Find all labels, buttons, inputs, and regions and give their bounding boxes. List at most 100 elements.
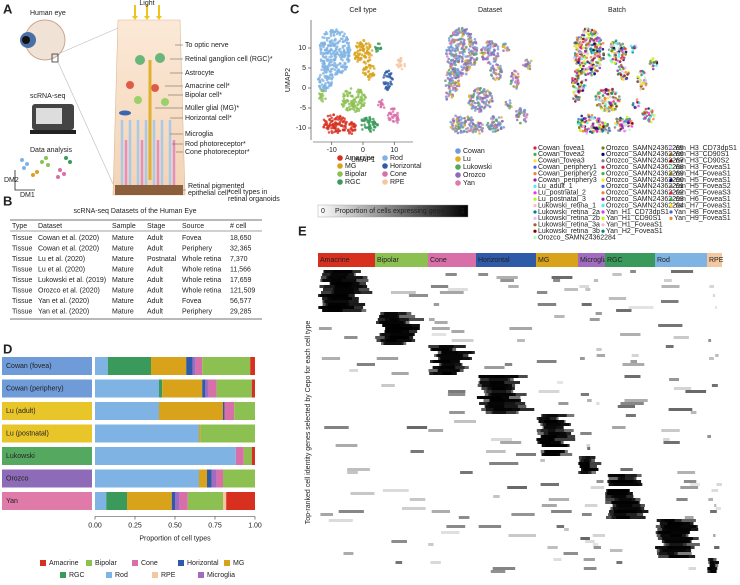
cell-label: Cone photoreceptor* xyxy=(185,149,250,156)
table-cell: Tissue xyxy=(12,298,32,305)
umap-point xyxy=(452,32,455,35)
umap-point xyxy=(577,77,580,80)
heatmap-cell xyxy=(563,552,578,555)
umap-point xyxy=(448,78,451,81)
umap-point xyxy=(448,90,452,93)
umap-point xyxy=(587,118,591,122)
umap-point xyxy=(631,122,634,125)
umap-point xyxy=(452,76,456,79)
umap-point xyxy=(488,43,491,46)
umap-point xyxy=(515,110,518,113)
umap-point xyxy=(578,37,582,40)
umap-point xyxy=(592,129,595,133)
heatmap-cell xyxy=(433,303,440,306)
umap-point xyxy=(451,81,454,85)
heatmap-cell xyxy=(538,438,552,441)
heatmap-cell xyxy=(593,279,599,282)
heatmap-cell xyxy=(321,357,341,360)
umap-point xyxy=(370,72,374,76)
heatmap-cell xyxy=(683,480,697,483)
table-cell: Lu et al. (2020) xyxy=(38,266,85,273)
legend-label: Microglia xyxy=(207,572,235,579)
umap-point xyxy=(460,46,464,50)
umap-point xyxy=(489,69,493,72)
umap-point xyxy=(384,82,387,86)
umap-point xyxy=(363,123,366,126)
umap-point xyxy=(639,83,643,86)
umap-point xyxy=(590,43,593,47)
umap-point xyxy=(339,37,343,40)
umap-point xyxy=(590,63,593,67)
umap-point xyxy=(322,42,326,46)
heatmap-cell xyxy=(715,354,719,357)
heatmap-cell xyxy=(669,543,700,546)
table-cell: Whole retina xyxy=(182,266,221,273)
umap-point xyxy=(453,70,457,74)
umap-point xyxy=(367,78,371,81)
umap-point xyxy=(343,65,347,69)
umap-point xyxy=(460,123,463,126)
table-cell: Mature xyxy=(112,256,134,263)
umap-point xyxy=(330,73,334,77)
umap-point xyxy=(495,55,498,58)
umap-point xyxy=(621,78,625,81)
bar-segment xyxy=(234,402,255,420)
umap-point xyxy=(614,42,617,45)
umap-point xyxy=(494,119,498,122)
umap-point xyxy=(621,55,624,59)
umap-point xyxy=(461,37,464,41)
legend-swatch xyxy=(669,216,673,220)
heatmap-cell xyxy=(542,435,568,438)
umap-point xyxy=(473,101,477,105)
umap-point xyxy=(333,130,336,134)
umap-point xyxy=(362,104,365,107)
legend-label: Orozco_SAMN24362294 xyxy=(606,202,684,209)
table-header: Dataset xyxy=(38,223,62,230)
category-box xyxy=(2,379,92,398)
umap-point xyxy=(394,113,398,117)
heatmap-cell xyxy=(408,294,428,297)
umap-point xyxy=(330,28,333,32)
umap-point xyxy=(333,43,336,47)
umap-point xyxy=(334,125,338,128)
legend-label: RGC xyxy=(69,572,85,579)
umap-point xyxy=(460,125,463,128)
umap-point xyxy=(460,74,463,77)
umap-point xyxy=(637,76,640,79)
umap-point xyxy=(357,52,360,56)
umap-point xyxy=(326,114,330,118)
umap-point xyxy=(372,125,376,129)
umap-point xyxy=(390,83,393,86)
umap-point xyxy=(510,105,513,108)
heatmap-cell xyxy=(581,513,592,516)
umap-point xyxy=(322,55,325,59)
umap-point xyxy=(610,60,614,64)
heatmap-cell xyxy=(580,357,585,360)
heatmap-cell xyxy=(620,402,644,405)
umap-point xyxy=(600,96,603,100)
umap-point xyxy=(367,63,371,67)
umap-point xyxy=(596,43,600,47)
bar-segment xyxy=(235,447,244,465)
bar-segment xyxy=(243,447,252,465)
legend-swatch xyxy=(533,223,537,227)
umap-point xyxy=(468,95,471,99)
umap-point xyxy=(597,41,601,44)
bar-segment xyxy=(95,492,107,510)
heatmap-cell xyxy=(669,378,679,381)
umap-point xyxy=(330,60,333,64)
umap-point xyxy=(380,98,384,102)
bar-segment xyxy=(95,469,199,488)
umap-point xyxy=(575,62,578,65)
umap-point xyxy=(320,48,323,51)
umap-point xyxy=(363,68,366,71)
umap-point xyxy=(353,52,357,55)
umap-point xyxy=(347,43,350,47)
umap-point xyxy=(347,60,350,63)
umap-point xyxy=(358,42,361,46)
legend-label: Cowan xyxy=(463,148,485,155)
heatmap-cell xyxy=(606,516,631,519)
umap-point xyxy=(643,76,647,79)
table-cell: Orozco et al. (2020) xyxy=(38,287,100,294)
umap-point xyxy=(641,73,644,76)
